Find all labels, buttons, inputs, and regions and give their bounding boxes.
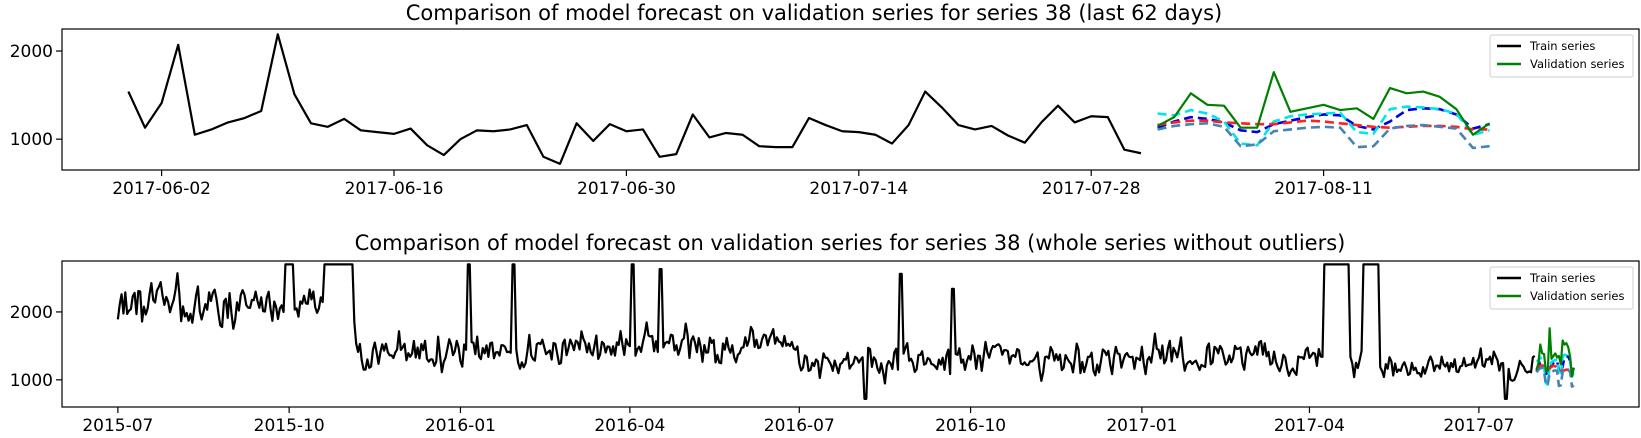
chart-1-series-line-0 bbox=[127, 33, 1142, 165]
chart-1-series-line-3 bbox=[1157, 105, 1490, 147]
chart-1-xtick-label: 2017-06-16 bbox=[345, 179, 444, 199]
chart-2-series-line-2 bbox=[1535, 354, 1575, 376]
chart-2-xtick-label: 2016-01 bbox=[425, 416, 496, 436]
chart-2-title: Comparison of model forecast on validati… bbox=[355, 231, 1346, 255]
chart-2-series-line-1 bbox=[1535, 327, 1575, 378]
chart-2-legend-validation-label: Validation series bbox=[1530, 289, 1625, 303]
chart-1-xtick-label: 2017-07-28 bbox=[1042, 179, 1141, 199]
chart-2-xtick-label: 2017-04 bbox=[1274, 416, 1345, 436]
chart-1-title: Comparison of model forecast on validati… bbox=[406, 1, 1222, 25]
chart-1-series-line-5 bbox=[1157, 121, 1490, 150]
chart-2-legend-train-label: Train series bbox=[1529, 271, 1595, 285]
chart-2-legend: Train series Validation series bbox=[1489, 266, 1634, 310]
chart-1-xtick-label: 2017-06-02 bbox=[112, 179, 211, 199]
chart-1-xtick-label: 2017-08-11 bbox=[1274, 179, 1373, 199]
chart-1-series-layer bbox=[127, 33, 1491, 165]
chart-1-ytick-label: 2000 bbox=[10, 42, 53, 62]
chart-2-series-line-5 bbox=[1535, 366, 1575, 388]
chart-2-xtick-label: 2017-07 bbox=[1443, 416, 1514, 436]
chart-1-axes: 1000 2000 2017-06-02 2017-06-16 2017-06-30 20… bbox=[10, 42, 1373, 199]
chart-2-series-line-3 bbox=[1535, 353, 1575, 386]
chart-whole-series: Comparison of model forecast on validati… bbox=[10, 231, 1640, 436]
chart-2-xtick-label: 2016-04 bbox=[594, 416, 665, 436]
chart-last-62-days: Comparison of model forecast on validati… bbox=[10, 1, 1640, 199]
chart-1-ytick-label: 1000 bbox=[10, 130, 53, 150]
chart-1-series-line-2 bbox=[1157, 107, 1490, 134]
chart-2-series-line-0 bbox=[116, 263, 1536, 400]
chart-2-axes: 1000 2000 2015-07 2015-10 2016-01 2016-04 2016… bbox=[10, 303, 1515, 436]
chart-1-plot-frame bbox=[61, 28, 1640, 171]
chart-1-legend-validation-label: Validation series bbox=[1530, 57, 1625, 71]
chart-2-series-layer bbox=[116, 263, 1575, 400]
chart-2-plot-frame bbox=[61, 260, 1640, 408]
chart-2-xtick-label: 2016-10 bbox=[935, 416, 1006, 436]
chart-1-legend-train-label: Train series bbox=[1529, 39, 1595, 53]
chart-2-ytick-label: 2000 bbox=[10, 303, 53, 323]
chart-2-xtick-label: 2015-07 bbox=[82, 416, 153, 436]
chart-1-xtick-label: 2017-06-30 bbox=[577, 179, 676, 199]
chart-1-legend-box bbox=[1489, 34, 1634, 78]
chart-2-xtick-label: 2015-10 bbox=[254, 416, 325, 436]
chart-2-ytick-label: 1000 bbox=[10, 371, 53, 391]
chart-1-legend: Train series Validation series bbox=[1489, 34, 1634, 78]
chart-1-series-line-1 bbox=[1157, 71, 1491, 136]
chart-2-xtick-label: 2017-01 bbox=[1106, 416, 1177, 436]
chart-1-xtick-label: 2017-07-14 bbox=[809, 179, 908, 199]
chart-2-legend-box bbox=[1489, 266, 1634, 310]
chart-2-xtick-label: 2016-07 bbox=[764, 416, 835, 436]
